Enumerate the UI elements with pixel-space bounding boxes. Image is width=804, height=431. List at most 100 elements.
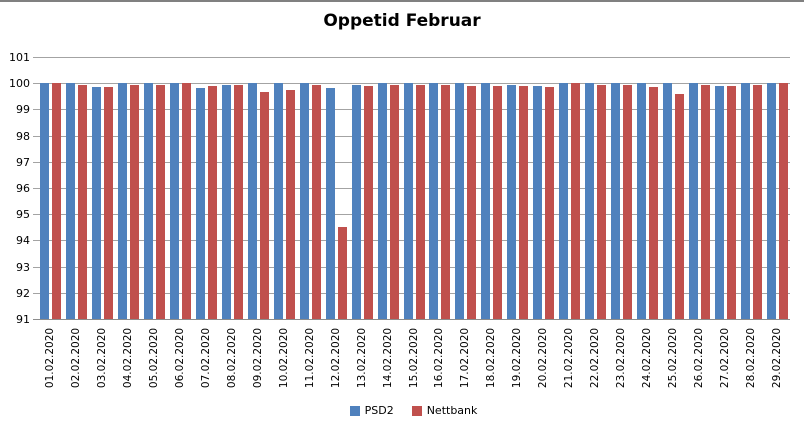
bar-psd2 [351, 84, 361, 319]
bar-nettbank [493, 85, 503, 319]
x-axis-label: 06.02.2020 [173, 327, 186, 389]
x-axis-label: 27.02.2020 [719, 327, 732, 389]
bar-nettbank [181, 83, 191, 319]
bar-psd2 [741, 83, 751, 319]
legend-swatch-icon [411, 405, 422, 416]
legend-item-psd2: PSD2 [349, 404, 394, 417]
bar-psd2 [221, 84, 231, 319]
bar-psd2 [507, 84, 517, 319]
bar-psd2 [429, 83, 439, 319]
bar-nettbank [311, 84, 321, 319]
x-axis-label: 21.02.2020 [563, 327, 576, 389]
bar-nettbank [77, 84, 87, 319]
x-axis-label: 05.02.2020 [147, 327, 160, 389]
bar-nettbank [285, 89, 295, 319]
y-axis-tick-label: 96 [16, 182, 30, 195]
bar-nettbank [363, 85, 373, 319]
bar-nettbank [155, 84, 165, 319]
bar-psd2 [143, 83, 153, 319]
bar-nettbank [233, 84, 243, 319]
bar-nettbank [545, 87, 555, 319]
x-axis-label: 23.02.2020 [615, 327, 628, 389]
x-axis-label: 26.02.2020 [693, 327, 706, 389]
bar-psd2 [455, 83, 465, 319]
x-axis-label: 24.02.2020 [641, 327, 654, 389]
y-axis-tick-label: 95 [16, 208, 30, 222]
x-axis-label: 18.02.2020 [485, 327, 498, 389]
x-axis-label: 02.02.2020 [69, 327, 82, 389]
x-axis-label: 17.02.2020 [459, 327, 472, 389]
window-top-border [0, 0, 804, 2]
bar-psd2 [663, 83, 673, 319]
x-axis-label: 09.02.2020 [251, 327, 264, 389]
x-axis-label: 14.02.2020 [381, 327, 394, 389]
bar-nettbank [337, 227, 347, 319]
bar-nettbank [701, 84, 711, 319]
y-axis-tick-label: 101 [9, 51, 30, 64]
bar-nettbank [129, 84, 139, 319]
bar-psd2 [715, 85, 725, 319]
legend-swatch-icon [349, 405, 360, 416]
bar-psd2 [325, 88, 335, 319]
plot-area [33, 57, 790, 320]
bar-nettbank [52, 83, 61, 319]
y-axis-tick-label: 100 [9, 77, 30, 91]
bar-psd2 [117, 83, 127, 319]
x-axis-label: 19.02.2020 [511, 327, 524, 389]
y-axis: 91 92 93 94 95 96 97 98 99 100 101 [0, 52, 32, 327]
x-axis-label: 25.02.2020 [667, 327, 680, 389]
x-axis-label: 15.02.2020 [407, 327, 420, 389]
bar-nettbank [467, 85, 477, 319]
bar-psd2 [65, 83, 75, 319]
x-axis-label: 07.02.2020 [199, 327, 212, 389]
bar-psd2 [247, 83, 257, 319]
bar-psd2 [585, 83, 595, 319]
bar-psd2 [481, 83, 491, 319]
chart-title: Oppetid Februar [323, 11, 481, 31]
bar-nettbank [675, 93, 685, 319]
bar-psd2 [689, 83, 699, 319]
y-axis-tick-label: 93 [16, 260, 30, 274]
x-axis-label: 16.02.2020 [433, 327, 446, 389]
bar-psd2 [195, 88, 205, 319]
bar-nettbank [207, 85, 217, 319]
y-axis-tick-label: 99 [16, 103, 30, 117]
x-axis-label: 11.02.2020 [303, 327, 316, 389]
x-axis-label: 08.02.2020 [225, 327, 238, 389]
bar-psd2 [533, 85, 543, 319]
x-axis-label: 04.02.2020 [121, 327, 134, 389]
x-axis: 01.02.2020 02.02.2020 03.02.2020 04.02.2020… [37, 323, 790, 398]
bar-nettbank [103, 87, 113, 319]
x-axis-label: 13.02.2020 [355, 327, 368, 389]
x-axis-label: 01.02.2020 [43, 327, 56, 389]
legend-label: Nettbank [426, 404, 478, 417]
bar-nettbank [779, 83, 789, 319]
y-axis-tick-label: 94 [16, 234, 30, 248]
bar-psd2 [767, 83, 777, 319]
bar-nettbank [259, 92, 269, 319]
bar-psd2 [403, 83, 413, 319]
bar-psd2 [40, 83, 49, 319]
x-axis-label: 12.02.2020 [329, 327, 342, 389]
x-axis-label: 20.02.2020 [537, 327, 550, 389]
bar-nettbank [649, 87, 659, 319]
x-axis-label: 10.02.2020 [277, 327, 290, 389]
x-axis-line-overlay [33, 319, 790, 320]
bar-psd2 [377, 83, 387, 319]
bar-psd2 [91, 87, 101, 319]
x-axis-label: 03.02.2020 [95, 327, 108, 389]
bar-nettbank [441, 84, 451, 319]
bar-nettbank [597, 84, 607, 319]
bar-psd2 [611, 83, 621, 319]
bar-nettbank [415, 84, 425, 319]
x-axis-label: 29.02.2020 [771, 327, 784, 389]
bar-nettbank [571, 83, 581, 319]
y-axis-tick-label: 91 [16, 313, 30, 326]
bar-nettbank [727, 85, 737, 319]
legend-label: PSD2 [364, 404, 394, 417]
bar-nettbank [623, 84, 633, 319]
legend-item-nettbank: Nettbank [411, 404, 478, 417]
bar-psd2 [273, 83, 283, 319]
y-axis-tick-label: 97 [16, 155, 30, 169]
